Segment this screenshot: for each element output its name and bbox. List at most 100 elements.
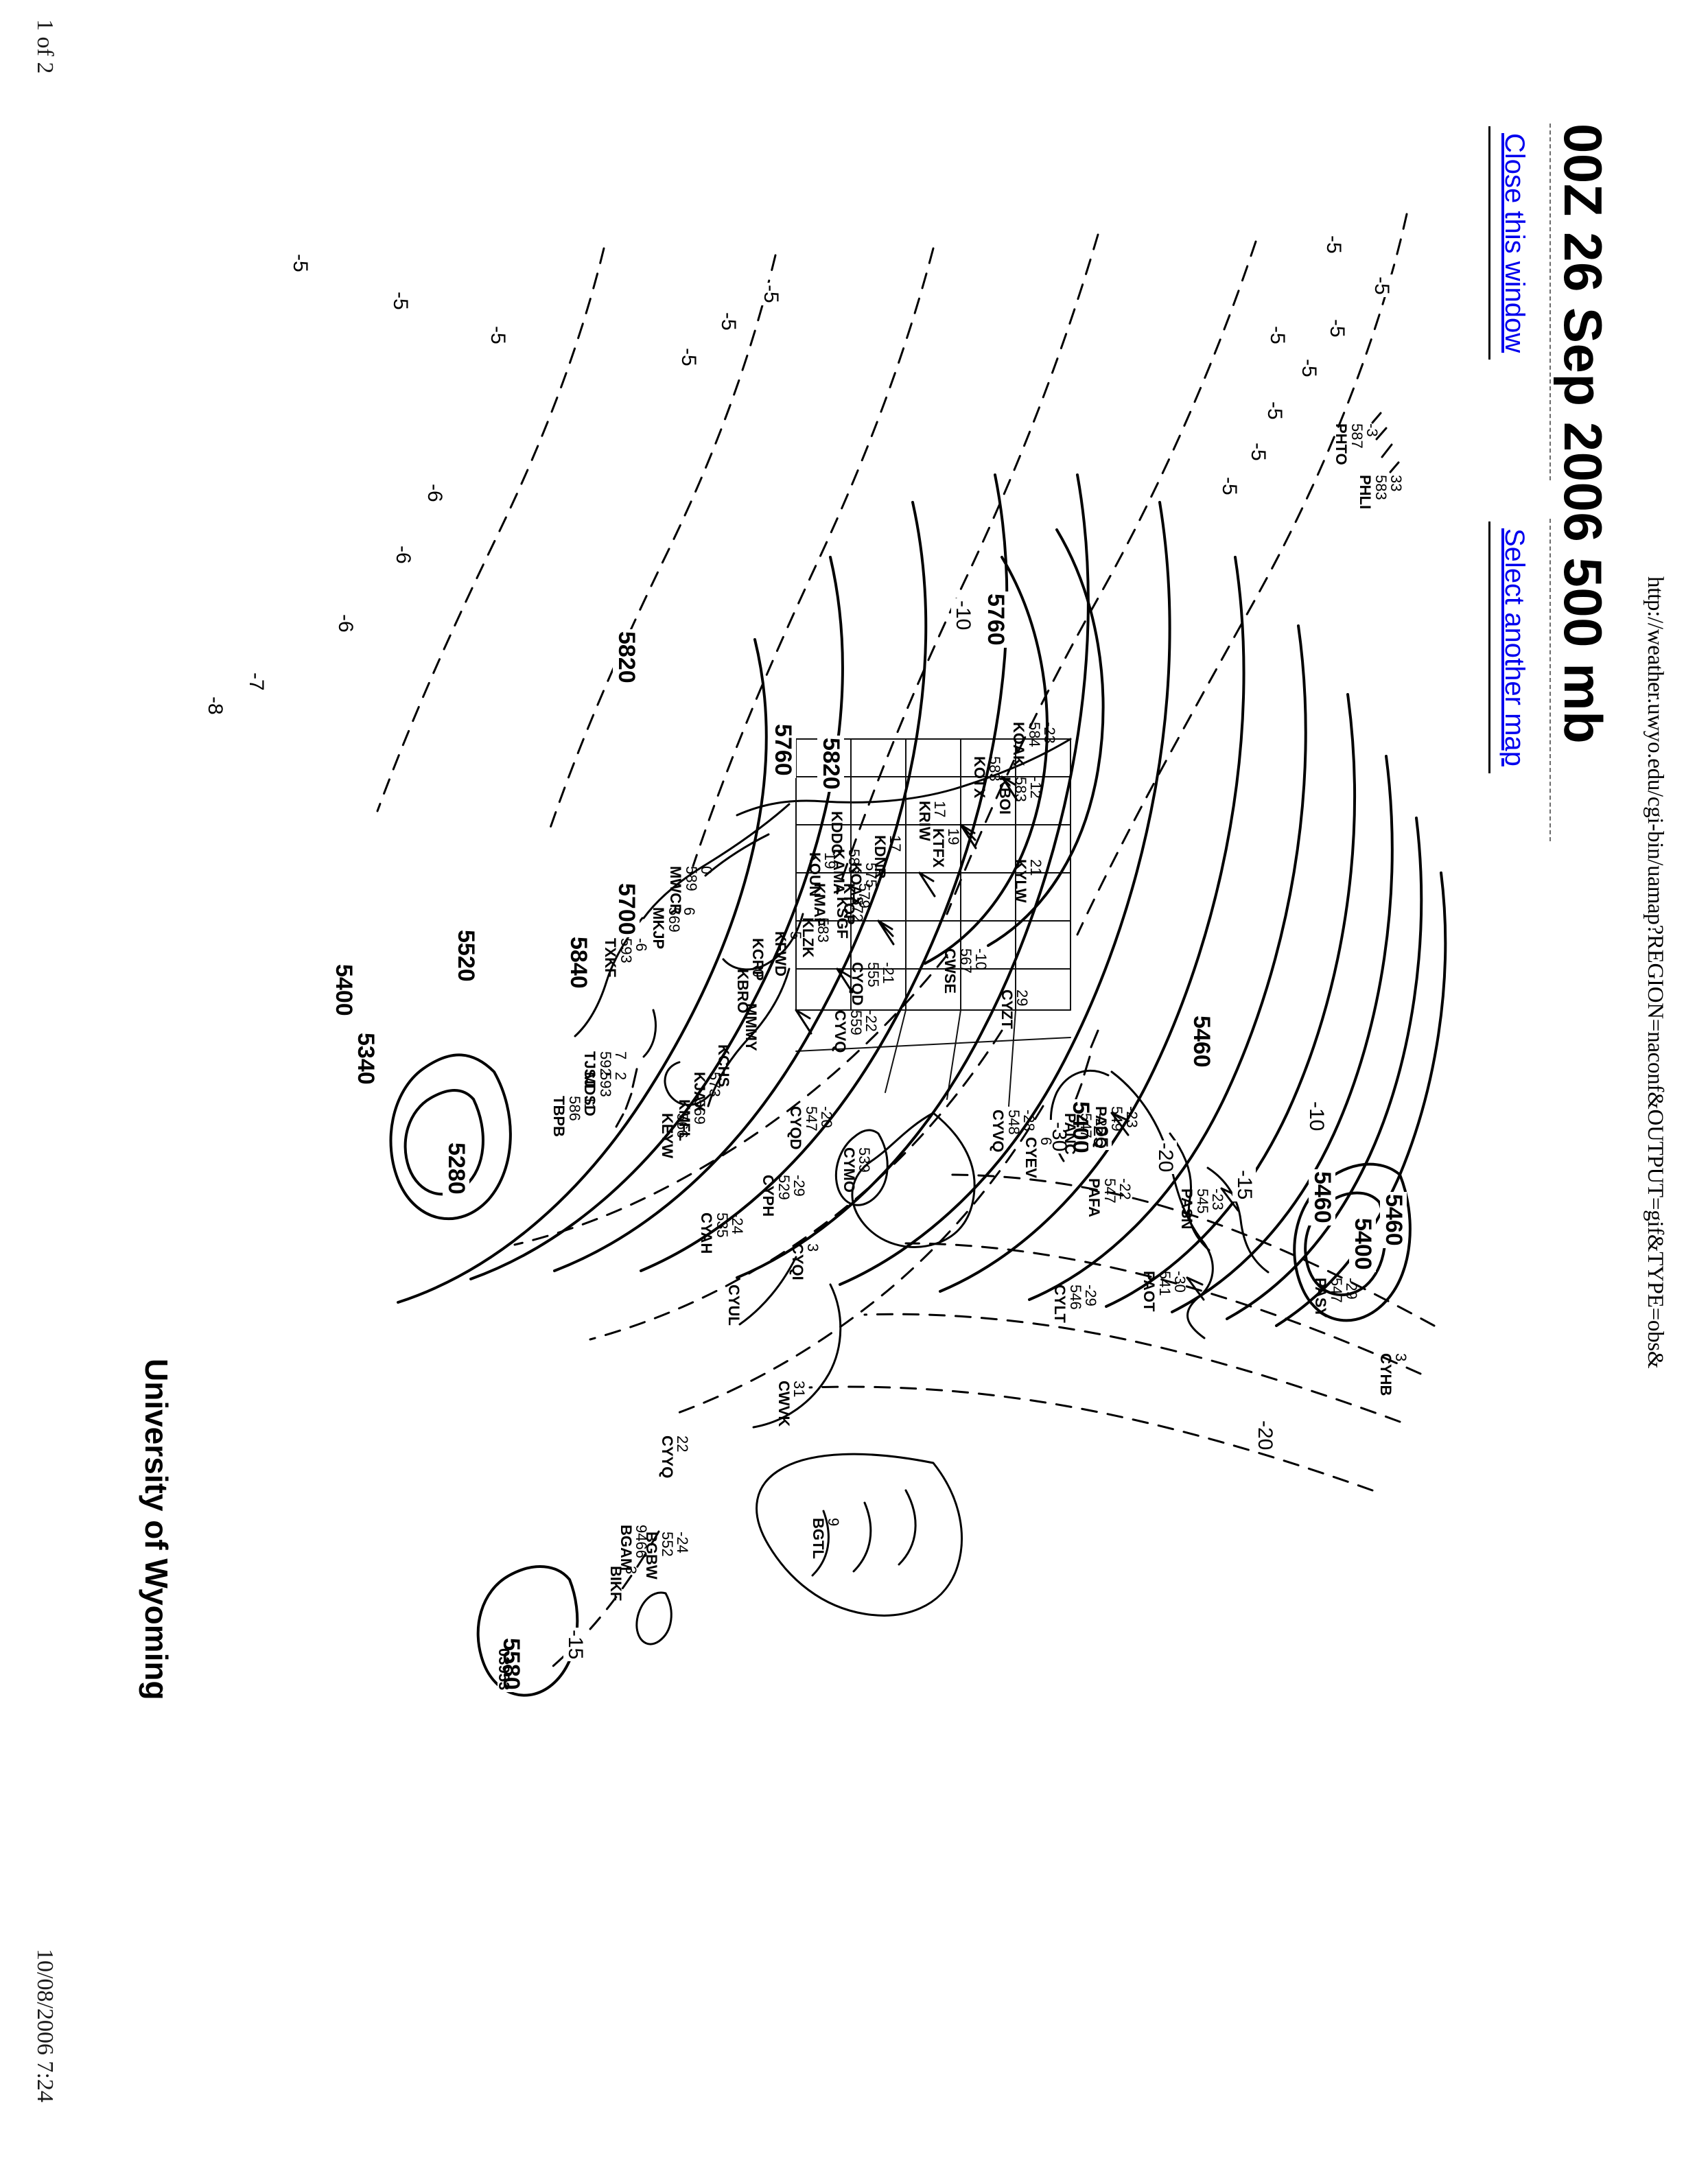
- station-temp: -3: [1364, 423, 1381, 437]
- station-plot: -10 567 CWSE: [941, 948, 990, 994]
- station-height: 592: [596, 1051, 614, 1077]
- station-plot: 33 583 PHLI: [1357, 475, 1405, 510]
- station-id: MKJP: [650, 907, 668, 950]
- map-credit: University of Wyoming: [139, 1359, 174, 1700]
- station-height: 9466: [633, 1525, 650, 1558]
- contour-label: 5840: [565, 935, 592, 991]
- station-plot: 29 CYZT: [998, 989, 1031, 1029]
- station-height: 555: [864, 962, 882, 987]
- station-plot: -24 552 BGBW: [643, 1532, 691, 1580]
- station-temp: 6: [1038, 1137, 1055, 1146]
- station-height: 566: [674, 1113, 691, 1138]
- station-temp: 19: [945, 828, 962, 845]
- page-title: 00Z 26 Sep 2006 500 mb: [1553, 124, 1613, 745]
- station-temp: -29: [791, 1175, 808, 1197]
- station-temp: -29: [1343, 1278, 1360, 1300]
- isotherm-label: -10: [1305, 1099, 1328, 1134]
- station-plot: -22 559 CYVQ: [832, 1010, 880, 1053]
- station-id: PHLI: [1357, 475, 1374, 510]
- station-plot: 539 CYMO: [840, 1147, 873, 1193]
- station-height: 559: [847, 1010, 865, 1035]
- station-plot: 572 KSGF: [834, 897, 866, 939]
- station-id: TBPB: [550, 1096, 568, 1137]
- station-temp: -23: [1123, 1106, 1140, 1128]
- isotherm-label: -5: [486, 324, 509, 347]
- station-temp: -10: [972, 948, 990, 970]
- divider-top-left: [1549, 124, 1551, 480]
- station-height: 573: [706, 1072, 723, 1097]
- isotherm-label: -5: [1322, 233, 1345, 256]
- isotherm-label: -5: [388, 290, 412, 312]
- isotherm-label: -8: [203, 694, 226, 717]
- station-id: KEYW: [658, 1113, 676, 1158]
- map-canvas: [376, 213, 1447, 1697]
- station-temp: 5: [787, 931, 804, 940]
- station-temp: 3: [804, 1243, 821, 1252]
- station-temp: -24: [729, 1212, 746, 1234]
- station-id: PAOT: [1140, 1271, 1158, 1312]
- station-plot: 6 CYEV: [1022, 1137, 1055, 1178]
- station-height: 547: [1327, 1278, 1345, 1303]
- station-plot: 3 CYQI: [789, 1243, 821, 1280]
- station-id: CYMO: [840, 1147, 858, 1193]
- select-another-map-link[interactable]: Select another map: [1488, 521, 1534, 773]
- station-plot: -24 535 CYAH: [698, 1212, 746, 1254]
- station-id: CYZT: [998, 989, 1016, 1029]
- station-plot: -25 547 PANC: [1062, 1113, 1110, 1155]
- station-id: PHTO: [1333, 423, 1350, 465]
- station-plot: -3 587 PHTO: [1333, 423, 1381, 465]
- station-plot: 7 592 TJSJ: [581, 1051, 629, 1088]
- station-plot: 583 KOTX: [971, 756, 1003, 798]
- station-height: 539: [856, 1147, 873, 1173]
- station-id: CWVK: [775, 1381, 793, 1427]
- contour-label: 5460: [1309, 1169, 1335, 1226]
- station-temp: 17: [931, 801, 948, 818]
- station-height: 584: [1025, 722, 1043, 747]
- station-temp: 0: [698, 866, 715, 875]
- station-temp: -29: [1082, 1285, 1099, 1306]
- station-id: CYPH: [760, 1175, 777, 1217]
- station-id: CYVQ: [832, 1010, 850, 1053]
- station-temp: 33: [1388, 475, 1405, 492]
- close-this-window-link[interactable]: Close this window: [1488, 126, 1534, 360]
- station-height: 593: [617, 938, 635, 963]
- isotherm-label: -5: [1246, 441, 1270, 463]
- contour-label: 5520: [452, 928, 479, 984]
- station-plot: MMMY: [742, 1003, 760, 1051]
- station-id: PASN: [1178, 1188, 1196, 1230]
- station-temp: 9: [825, 1518, 842, 1527]
- station-height: 572: [849, 897, 866, 922]
- station-height: 583: [845, 849, 863, 874]
- station-id: PAFA: [1086, 1178, 1103, 1218]
- station-temp: 21: [1027, 859, 1044, 876]
- station-height: 547: [802, 1106, 820, 1132]
- isotherm-label: -20: [1253, 1418, 1276, 1453]
- station-id: CWSE: [941, 948, 959, 994]
- station-plot: CYUL: [725, 1285, 742, 1326]
- station-height: 535: [713, 1212, 731, 1238]
- station-id: KYLW: [1011, 859, 1029, 903]
- isotherm-label: -10: [951, 598, 974, 633]
- station-id: CYQD: [787, 1106, 805, 1150]
- contour-label: 5700: [613, 881, 640, 937]
- station-plot: -29 547 PASY: [1312, 1278, 1360, 1317]
- station-id: KOAK: [1010, 722, 1028, 766]
- station-id: CYLT: [1051, 1285, 1069, 1323]
- contour-label: 5460: [1188, 1013, 1215, 1070]
- isotherm-label: -15: [563, 1628, 587, 1662]
- station-height: 589: [682, 866, 700, 891]
- station-plot: -29 529 CYPH: [760, 1175, 808, 1217]
- station-plot: 566 KEYW: [658, 1113, 691, 1158]
- station-plot: 31 CWVK: [775, 1381, 808, 1427]
- station-id: MWCR: [667, 866, 685, 915]
- station-height: 583: [1011, 777, 1029, 802]
- station-plot: 9466 BGAM: [618, 1525, 650, 1571]
- contour-label: 5340: [352, 1031, 379, 1087]
- station-plot: 03953: [495, 1648, 513, 1691]
- isotherms: [376, 213, 1436, 1667]
- station-id: CYQD: [849, 962, 867, 1006]
- station-id: CYVQ: [990, 1110, 1007, 1153]
- station-height: 547: [1101, 1178, 1119, 1204]
- station-id: TXKF: [602, 938, 620, 978]
- station-id: 03953: [495, 1648, 513, 1691]
